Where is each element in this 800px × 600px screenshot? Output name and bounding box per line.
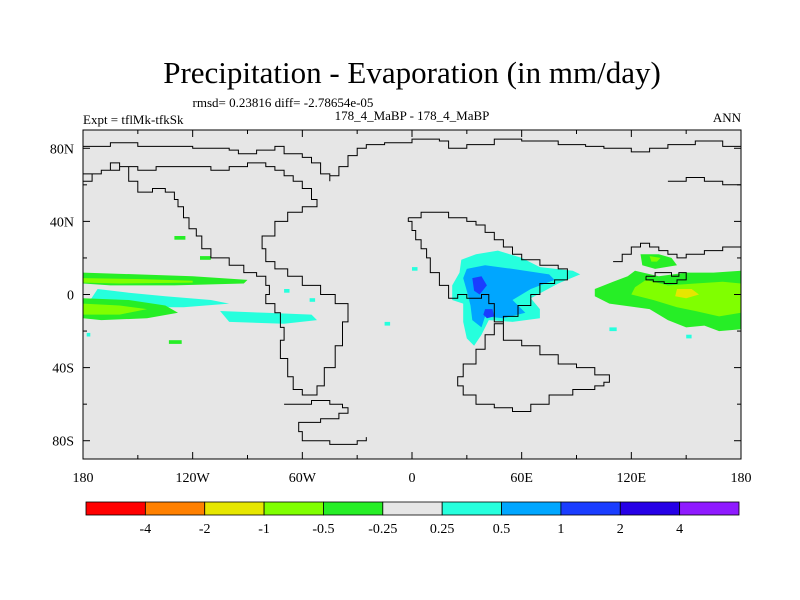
contour-region-11 bbox=[384, 321, 391, 326]
coastline-layer bbox=[83, 138, 741, 445]
contour-fill-regions bbox=[83, 236, 741, 346]
colorbar-swatch-3 bbox=[263, 501, 324, 516]
colorbar-swatch-8 bbox=[560, 501, 621, 516]
x-tick-label: 120W bbox=[176, 471, 211, 486]
season-label: ANN bbox=[713, 110, 742, 125]
colorbar-swatch-5 bbox=[382, 501, 443, 516]
y-tick-label: 40N bbox=[50, 215, 74, 230]
contour-region-24 bbox=[649, 256, 661, 262]
y-tick-label: 80N bbox=[50, 142, 74, 157]
stats-label: rmsd= 0.23816 diff= -2.78654e-05 bbox=[193, 95, 374, 110]
x-axis: 180 120W 60W 0 60E 120E 180 bbox=[73, 130, 752, 486]
colorbar-label: -1 bbox=[258, 522, 270, 537]
y-tick-label: 40S bbox=[52, 362, 74, 377]
coastline-6 bbox=[284, 400, 367, 445]
y-tick-label: 80S bbox=[52, 435, 74, 450]
colorbar-label: -0.5 bbox=[312, 522, 334, 537]
contour-region-6 bbox=[174, 236, 186, 240]
experiment-label: Expt = tflMk-tfkSk bbox=[83, 112, 184, 127]
contour-region-18 bbox=[472, 276, 487, 295]
colorbar-swatch-1 bbox=[144, 501, 206, 516]
x-tick-label: 180 bbox=[73, 471, 94, 486]
contour-region-10 bbox=[309, 298, 316, 302]
colorbar-label: 1 bbox=[557, 522, 564, 537]
coastline-4 bbox=[645, 272, 687, 284]
y-tick-label: 0 bbox=[67, 289, 74, 304]
contour-region-4 bbox=[83, 303, 147, 315]
contour-region-22 bbox=[675, 289, 699, 299]
contour-region-5 bbox=[220, 311, 317, 324]
colorbar-swatch-4 bbox=[323, 501, 384, 516]
x-tick-label: 120E bbox=[617, 471, 647, 486]
chart-title: Precipitation - Evaporation (in mm/day) bbox=[163, 55, 661, 90]
colorbar-label: 0.25 bbox=[430, 522, 455, 537]
colorbar-swatch-10 bbox=[679, 501, 740, 516]
colorbar-label: 0.5 bbox=[493, 522, 511, 537]
colorbar: -4 -2 -1 -0.5 -0.25 0.25 0.5 1 2 4 bbox=[85, 501, 740, 537]
colorbar-swatch-2 bbox=[204, 501, 265, 516]
colorbar-label: -0.25 bbox=[368, 522, 397, 537]
contour-region-14 bbox=[686, 334, 692, 339]
contour-region-15 bbox=[609, 327, 617, 332]
x-tick-label: 60W bbox=[289, 471, 317, 486]
case-label: 178_4_MaBP - 178_4_MaBP bbox=[335, 108, 490, 123]
x-tick-label: 60E bbox=[510, 471, 533, 486]
contour-region-8 bbox=[168, 340, 182, 344]
colorbar-swatch-7 bbox=[501, 501, 562, 516]
x-tick-label: 180 bbox=[731, 471, 752, 486]
colorbar-swatch-6 bbox=[441, 501, 502, 516]
contour-region-19 bbox=[483, 309, 495, 319]
colorbar-swatch-9 bbox=[619, 501, 681, 516]
contour-region-2 bbox=[83, 278, 193, 284]
colorbar-label: 4 bbox=[676, 522, 683, 537]
coastline-5 bbox=[667, 177, 741, 186]
coastline-3 bbox=[613, 242, 741, 263]
colorbar-swatch-0 bbox=[85, 501, 146, 516]
contour-region-23 bbox=[640, 254, 677, 269]
contour-region-7 bbox=[200, 256, 211, 260]
colorbar-label: -2 bbox=[199, 522, 211, 537]
coastline-1 bbox=[83, 162, 349, 396]
map-panel bbox=[82, 129, 742, 460]
coastline-0 bbox=[83, 138, 741, 182]
colorbar-label: -4 bbox=[140, 522, 152, 537]
contour-region-9 bbox=[284, 289, 290, 293]
contour-region-13 bbox=[86, 332, 91, 337]
contour-region-12 bbox=[412, 267, 418, 271]
x-tick-label: 0 bbox=[409, 471, 416, 486]
colorbar-label: 2 bbox=[617, 522, 624, 537]
y-axis: 80N 40N 0 40S 80S bbox=[50, 142, 741, 450]
coastline-2 bbox=[407, 211, 610, 412]
